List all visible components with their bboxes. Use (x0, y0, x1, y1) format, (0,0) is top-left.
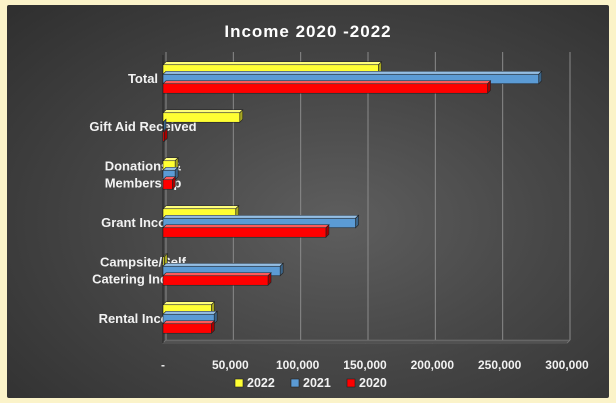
category-label: Membership (105, 176, 182, 191)
chart-frame: Income 2020 -2022 - 50,000 100,000 150,000 2… (7, 5, 609, 398)
gridlines (162, 52, 571, 344)
legend-item-2021: 2021 (290, 376, 331, 390)
x-tick-label: 150,000 (343, 358, 387, 372)
legend-label: 2022 (247, 376, 275, 390)
y-axis-categories: Total Gift Aid Received Donations & Members… (89, 71, 196, 326)
bar-2021 (162, 262, 284, 277)
category-label: Total (128, 71, 158, 86)
x-tick-label: 100,000 (276, 358, 320, 372)
income-bar-chart: Income 2020 -2022 - 50,000 100,000 150,000 2… (89, 22, 589, 390)
legend-item-2022: 2022 (234, 376, 275, 390)
bar-2020 (162, 80, 492, 94)
bar-2020 (162, 176, 177, 190)
legend-label: 2020 (359, 376, 387, 390)
legend-item-2020: 2020 (346, 376, 387, 390)
bar-2020 (162, 128, 169, 142)
bar-2022 (162, 109, 244, 123)
bar-2020 (162, 320, 216, 334)
legend: 2022 2021 2020 (234, 376, 387, 390)
legend-swatch (346, 378, 356, 388)
category-label: Gift Aid Received (89, 119, 196, 134)
chart-floor (162, 339, 571, 344)
bar-2020 (162, 272, 272, 286)
x-tick-label: - (161, 358, 165, 372)
bar-2021 (162, 70, 543, 85)
legend-label: 2021 (303, 376, 331, 390)
x-tick-label: 50,000 (212, 358, 249, 372)
x-tick-label: 300,000 (545, 358, 589, 372)
chart-title: Income 2020 -2022 (224, 22, 391, 41)
legend-swatch (234, 378, 244, 388)
x-axis-ticks: - 50,000 100,000 150,000 200,000 250,000 300,0… (161, 358, 589, 372)
bar-2020 (162, 224, 330, 238)
bars (162, 61, 543, 334)
x-tick-label: 200,000 (411, 358, 455, 372)
category-label: Donations & (105, 159, 182, 174)
x-tick-label: 250,000 (478, 358, 522, 372)
legend-swatch (290, 378, 300, 388)
bar-2021 (162, 214, 360, 229)
